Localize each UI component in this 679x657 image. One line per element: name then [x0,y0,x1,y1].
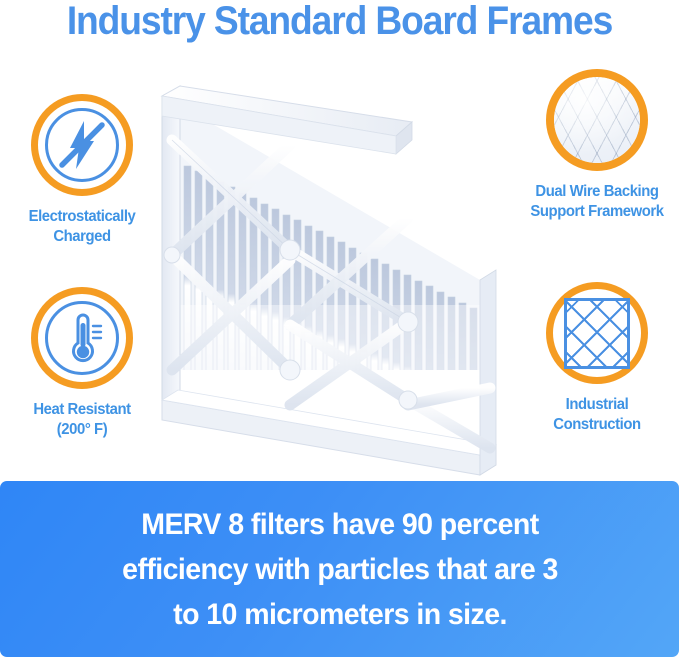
banner-line-1: MERV 8 filters have 90 percent [140,507,539,541]
feature-icon-ring [31,94,133,196]
feature-heat-resistant: Heat Resistant (200° F) [0,287,167,440]
feature-caption-line1: Heat Resistant [33,401,131,418]
merv-info-banner: MERV 8 filters have 90 percent efficienc… [0,481,679,657]
feature-dual-wire-backing: Dual Wire Backing Support Framework [512,69,679,222]
feature-caption: Dual Wire Backing Support Framework [515,182,678,222]
feature-electrostatically-charged: Electrostatically Charged [0,94,167,247]
feature-caption-line2: (200° F) [56,421,108,438]
banner-line-2: efficiency with particles that are 3 [121,552,558,586]
feature-caption-line2: Construction [553,416,641,433]
feature-caption: Electrostatically Charged [0,207,163,247]
no-static-lightning-bolt-icon [45,108,119,182]
feature-caption: Industrial Construction [515,395,678,435]
feature-icon-ring [546,69,648,171]
feature-icon-ring [31,287,133,389]
feature-caption-line2: Support Framework [530,203,664,220]
feature-caption-line2: Charged [53,228,111,245]
feature-industrial-construction: Industrial Construction [512,282,679,435]
thermometer-icon [45,301,119,375]
feature-caption-line1: Industrial [565,396,629,413]
banner-text: MERV 8 filters have 90 percent efficienc… [45,502,634,637]
feature-caption-line1: Electrostatically [28,208,136,225]
page-title: Industry Standard Board Frames [66,0,613,43]
feature-caption-line1: Dual Wire Backing [535,183,659,200]
wire-mesh-photo-icon [554,77,640,163]
feature-caption: Heat Resistant (200° F) [0,400,163,440]
lattice-grid-icon [564,297,630,369]
feature-icon-ring [546,282,648,384]
product-image [150,70,520,480]
banner-line-3: to 10 micrometers in size. [172,597,507,631]
